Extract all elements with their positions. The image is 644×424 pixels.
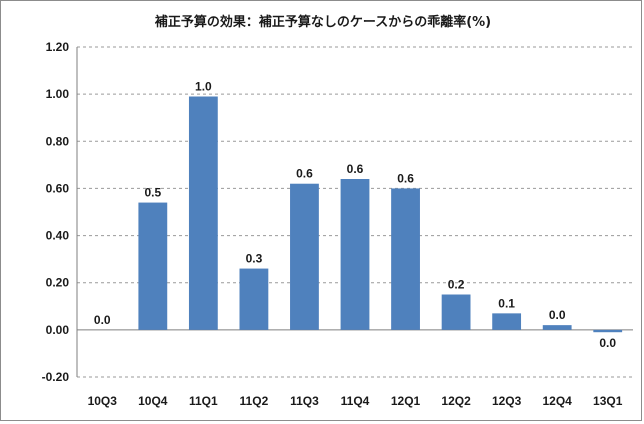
data-label: 0.0: [549, 308, 566, 322]
bars: [88, 97, 622, 333]
bar: [593, 330, 622, 332]
x-tick-label: 11Q4: [341, 394, 370, 408]
bar: [442, 295, 471, 330]
y-tick-label: 0.60: [46, 181, 70, 195]
bar: [240, 269, 269, 330]
bar: [543, 325, 572, 330]
bar: [492, 313, 521, 330]
x-tick-label: 11Q3: [290, 394, 319, 408]
data-label: 0.5: [144, 186, 161, 200]
x-tick-label: 12Q4: [543, 394, 573, 408]
y-tick-label: 0.40: [46, 229, 70, 243]
x-tick-label: 12Q3: [492, 394, 522, 408]
x-tick-label: 10Q3: [88, 394, 118, 408]
bar: [189, 97, 218, 330]
x-tick-label: 10Q4: [138, 394, 168, 408]
data-label: 0.0: [94, 313, 111, 327]
data-label: 0.6: [397, 171, 414, 185]
data-label: 1.0: [195, 80, 212, 94]
x-tick-label: 12Q1: [391, 394, 421, 408]
y-axis-ticks: -0.20 0.00 0.20 0.40 0.60 0.80 1.00 1.20: [42, 40, 70, 384]
bar: [391, 188, 420, 329]
data-label: 0.1: [498, 296, 515, 310]
y-tick-label: 0.00: [46, 323, 70, 337]
data-label: 0.3: [246, 252, 263, 266]
y-tick-label: 0.20: [46, 276, 70, 290]
bar: [290, 184, 319, 330]
x-tick-label: 11Q2: [240, 394, 269, 408]
y-tick-label: 1.00: [46, 87, 70, 101]
chart-title: 補正予算の効果：補正予算なしのケースからの乖離率(%): [154, 14, 491, 30]
bar: [341, 179, 370, 330]
x-axis-ticks: 10Q3 10Q4 11Q1 11Q2 11Q3 11Q4 12Q1 12Q2 12Q3 12Q4…: [88, 394, 623, 408]
data-label: 0.2: [448, 278, 465, 292]
bar: [138, 203, 167, 330]
data-label: 0.6: [296, 167, 313, 181]
y-tick-label: 0.80: [46, 134, 70, 148]
x-tick-label: 11Q1: [189, 394, 218, 408]
data-label: 0.6: [347, 162, 364, 176]
y-tick-label: -0.20: [42, 370, 70, 384]
x-tick-label: 13Q1: [593, 394, 623, 408]
x-tick-label: 12Q2: [441, 394, 471, 408]
y-tick-label: 1.20: [46, 40, 70, 54]
data-label: 0.0: [599, 336, 616, 350]
